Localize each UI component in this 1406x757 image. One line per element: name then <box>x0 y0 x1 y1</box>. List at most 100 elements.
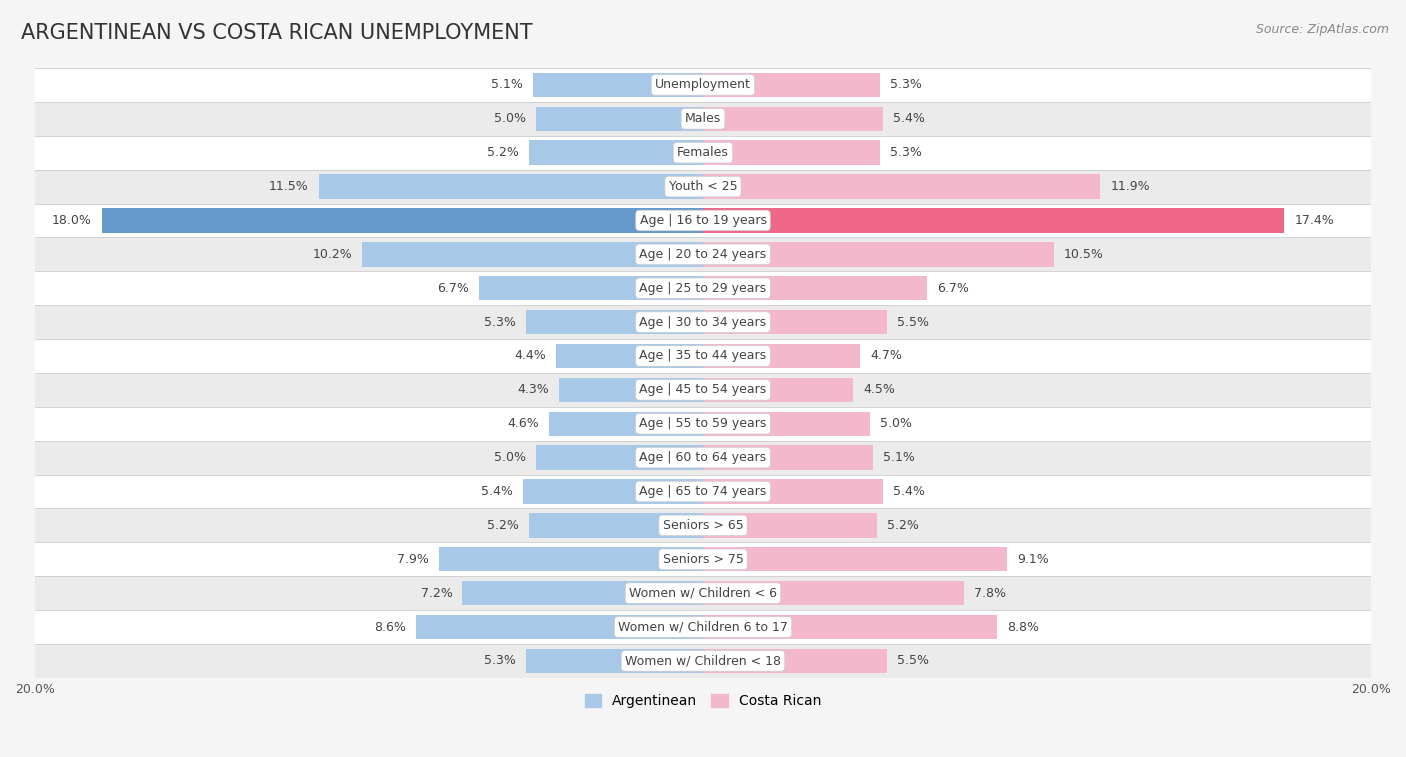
Text: 6.7%: 6.7% <box>936 282 969 294</box>
Text: 5.2%: 5.2% <box>887 519 918 532</box>
Bar <box>703 174 1101 199</box>
Bar <box>35 204 1371 238</box>
Text: 5.1%: 5.1% <box>883 451 915 464</box>
Text: Seniors > 75: Seniors > 75 <box>662 553 744 565</box>
Text: Women w/ Children 6 to 17: Women w/ Children 6 to 17 <box>619 621 787 634</box>
Bar <box>35 542 1371 576</box>
Text: 5.0%: 5.0% <box>494 112 526 126</box>
Text: 4.4%: 4.4% <box>515 350 546 363</box>
Bar <box>35 102 1371 136</box>
Text: 5.5%: 5.5% <box>897 316 929 329</box>
Text: Unemployment: Unemployment <box>655 79 751 92</box>
Bar <box>703 107 883 131</box>
Bar <box>703 310 887 335</box>
Bar <box>35 305 1371 339</box>
Text: 5.2%: 5.2% <box>488 146 519 159</box>
Text: Age | 65 to 74 years: Age | 65 to 74 years <box>640 485 766 498</box>
Text: 5.0%: 5.0% <box>880 417 912 430</box>
Text: 5.3%: 5.3% <box>890 79 922 92</box>
Bar <box>35 509 1371 542</box>
Bar <box>416 615 703 639</box>
Text: Age | 25 to 29 years: Age | 25 to 29 years <box>640 282 766 294</box>
Bar <box>35 475 1371 509</box>
Text: Age | 35 to 44 years: Age | 35 to 44 years <box>640 350 766 363</box>
Text: 6.7%: 6.7% <box>437 282 470 294</box>
Bar <box>35 238 1371 271</box>
Text: 5.3%: 5.3% <box>484 316 516 329</box>
Bar <box>35 610 1371 644</box>
Text: Age | 20 to 24 years: Age | 20 to 24 years <box>640 248 766 261</box>
Text: 5.4%: 5.4% <box>893 485 925 498</box>
Bar <box>703 615 997 639</box>
Bar <box>35 136 1371 170</box>
Text: Females: Females <box>678 146 728 159</box>
Text: 18.0%: 18.0% <box>52 214 91 227</box>
Text: 5.4%: 5.4% <box>893 112 925 126</box>
Text: 5.4%: 5.4% <box>481 485 513 498</box>
Text: Age | 30 to 34 years: Age | 30 to 34 years <box>640 316 766 329</box>
Bar <box>703 276 927 301</box>
Text: Women w/ Children < 18: Women w/ Children < 18 <box>626 654 780 668</box>
Bar <box>35 170 1371 204</box>
Bar <box>703 581 963 606</box>
Bar <box>703 479 883 503</box>
Bar <box>703 242 1053 266</box>
Bar <box>703 445 873 470</box>
Text: 7.2%: 7.2% <box>420 587 453 600</box>
Text: 7.9%: 7.9% <box>398 553 429 565</box>
Bar <box>439 547 703 572</box>
Bar <box>35 271 1371 305</box>
Bar <box>35 576 1371 610</box>
Text: 11.5%: 11.5% <box>269 180 309 193</box>
Text: 5.3%: 5.3% <box>484 654 516 668</box>
Text: Youth < 25: Youth < 25 <box>669 180 737 193</box>
Bar <box>703 412 870 436</box>
Text: Age | 55 to 59 years: Age | 55 to 59 years <box>640 417 766 430</box>
Text: 4.5%: 4.5% <box>863 383 896 397</box>
Bar <box>523 479 703 503</box>
Bar <box>703 208 1284 232</box>
Bar <box>703 141 880 165</box>
Text: Age | 60 to 64 years: Age | 60 to 64 years <box>640 451 766 464</box>
Bar <box>703 378 853 402</box>
Text: ARGENTINEAN VS COSTA RICAN UNEMPLOYMENT: ARGENTINEAN VS COSTA RICAN UNEMPLOYMENT <box>21 23 533 42</box>
Text: 5.3%: 5.3% <box>890 146 922 159</box>
Bar <box>555 344 703 368</box>
Text: 10.5%: 10.5% <box>1064 248 1104 261</box>
Bar <box>35 644 1371 678</box>
Bar <box>533 73 703 97</box>
Bar <box>536 445 703 470</box>
Bar <box>560 378 703 402</box>
Text: 8.8%: 8.8% <box>1007 621 1039 634</box>
Text: Age | 16 to 19 years: Age | 16 to 19 years <box>640 214 766 227</box>
Bar <box>35 407 1371 441</box>
Bar <box>529 513 703 537</box>
Text: 10.2%: 10.2% <box>312 248 353 261</box>
Bar <box>35 339 1371 373</box>
Text: 9.1%: 9.1% <box>1017 553 1049 565</box>
Legend: Argentinean, Costa Rican: Argentinean, Costa Rican <box>579 689 827 714</box>
Text: 4.3%: 4.3% <box>517 383 550 397</box>
Bar <box>479 276 703 301</box>
Text: Women w/ Children < 6: Women w/ Children < 6 <box>628 587 778 600</box>
Bar <box>703 649 887 673</box>
Text: Age | 45 to 54 years: Age | 45 to 54 years <box>640 383 766 397</box>
Bar <box>529 141 703 165</box>
Bar <box>703 513 877 537</box>
Bar <box>363 242 703 266</box>
Text: 5.1%: 5.1% <box>491 79 523 92</box>
Text: Source: ZipAtlas.com: Source: ZipAtlas.com <box>1256 23 1389 36</box>
Text: 11.9%: 11.9% <box>1111 180 1150 193</box>
Bar <box>463 581 703 606</box>
Text: 7.8%: 7.8% <box>973 587 1005 600</box>
Bar <box>35 68 1371 102</box>
Bar <box>35 441 1371 475</box>
Bar <box>526 310 703 335</box>
Bar <box>35 373 1371 407</box>
Bar <box>536 107 703 131</box>
Bar <box>703 73 880 97</box>
Text: 4.6%: 4.6% <box>508 417 540 430</box>
Text: 17.4%: 17.4% <box>1295 214 1334 227</box>
Text: 5.5%: 5.5% <box>897 654 929 668</box>
Bar <box>319 174 703 199</box>
